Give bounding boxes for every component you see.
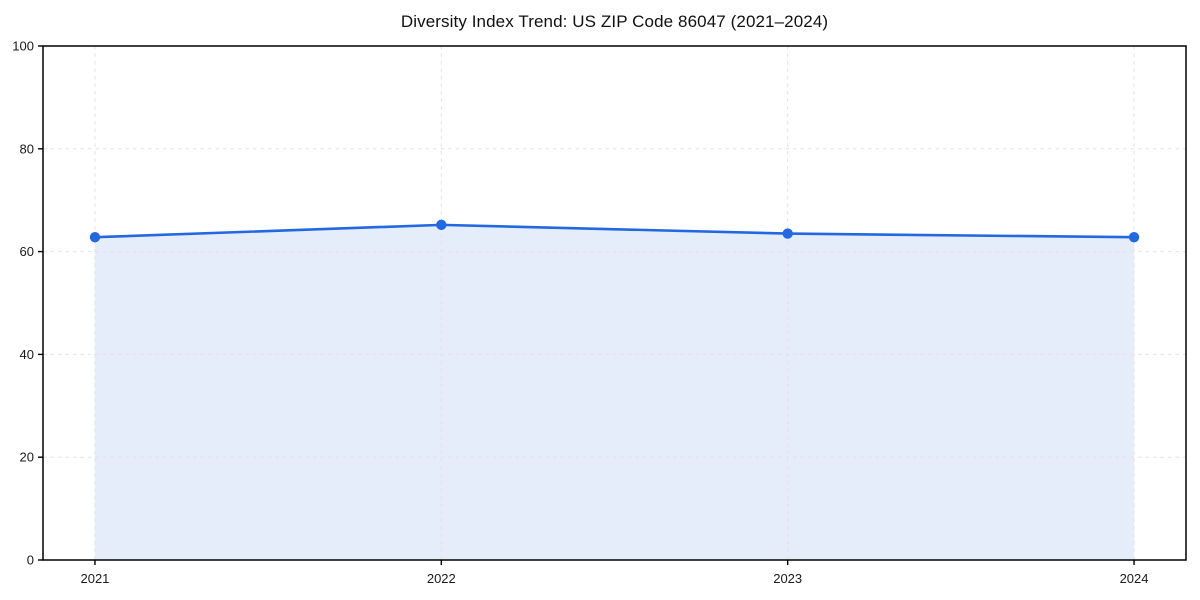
chart-title: Diversity Index Trend: US ZIP Code 86047…	[400, 12, 829, 31]
x-tick-label: 2022	[427, 571, 456, 586]
y-tick-label: 20	[20, 450, 34, 465]
trend-line	[93, 223, 1136, 239]
y-tick-label: 60	[20, 244, 34, 259]
y-tick-label: 80	[20, 141, 34, 156]
x-tick-label: 2023	[773, 571, 802, 586]
data-point	[436, 219, 447, 231]
y-tick-label: 100	[12, 39, 34, 54]
data-point	[1128, 232, 1140, 243]
data-point	[782, 228, 793, 239]
x-tick-label: 2021	[80, 571, 109, 586]
y-tick-label: 40	[20, 347, 34, 362]
area-fill	[94, 224, 1135, 560]
plot-border	[42, 45, 1187, 561]
x-tick-label: 2024	[1120, 571, 1149, 586]
y-tick-label: 0	[27, 553, 34, 568]
data-point	[89, 232, 101, 243]
